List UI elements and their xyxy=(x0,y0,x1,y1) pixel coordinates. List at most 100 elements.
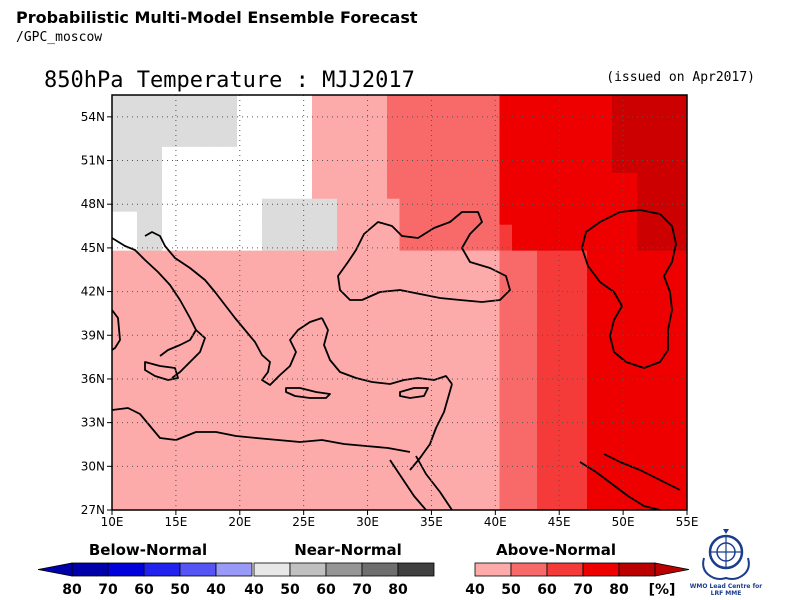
grid-cell xyxy=(162,289,176,304)
grid-cell xyxy=(149,432,163,446)
grid-cell xyxy=(237,133,251,148)
grid-cell xyxy=(487,172,501,187)
grid-cell xyxy=(387,95,401,109)
grid-cell xyxy=(474,419,488,433)
grid-cell xyxy=(562,445,576,459)
grid-cell xyxy=(337,328,351,343)
grid-cell xyxy=(124,471,138,485)
grid-cell xyxy=(562,341,576,355)
header-subtitle: /GPC_moscow xyxy=(16,30,103,45)
grid-cell xyxy=(412,211,426,226)
grid-cell xyxy=(374,224,388,239)
grid-cell xyxy=(324,263,338,278)
grid-cell xyxy=(412,263,426,278)
grid-cell xyxy=(262,146,276,161)
grid-cell xyxy=(312,198,326,213)
grid-cell xyxy=(487,354,501,368)
grid-cell xyxy=(437,185,451,200)
grid-cell xyxy=(549,471,563,485)
grid-cell xyxy=(149,159,163,174)
grid-cell xyxy=(249,211,263,226)
grid-cell xyxy=(624,471,638,485)
grid-cell xyxy=(387,328,401,343)
grid-cell xyxy=(549,497,563,510)
grid-cell xyxy=(474,172,488,187)
grid-cell xyxy=(137,95,151,109)
grid-cell xyxy=(462,432,476,446)
grid-cell xyxy=(662,432,676,446)
grid-cell xyxy=(524,289,538,304)
grid-cell xyxy=(212,302,226,317)
grid-cell xyxy=(337,198,351,213)
grid-cell xyxy=(637,95,651,109)
grid-cell xyxy=(549,458,563,472)
coastline-caspian xyxy=(581,209,677,369)
grid-cell xyxy=(362,211,376,226)
grid-cell xyxy=(499,315,513,330)
grid-cell xyxy=(337,185,351,200)
legend-below-swatch xyxy=(71,562,109,577)
grid-cell xyxy=(637,107,651,122)
grid-cell xyxy=(637,406,651,420)
grid-cell xyxy=(349,95,363,109)
grid-cell xyxy=(162,419,176,433)
grid-cell xyxy=(187,133,201,148)
grid-cell xyxy=(274,211,288,226)
grid-cell xyxy=(662,315,676,330)
legend-near-swatch xyxy=(361,562,399,577)
grid-cell xyxy=(462,471,476,485)
grid-cell xyxy=(199,198,213,213)
grid-cell xyxy=(399,198,413,213)
grid-cell xyxy=(399,419,413,433)
grid-cell xyxy=(662,302,676,317)
grid-cell xyxy=(374,237,388,252)
grid-cell xyxy=(199,95,213,109)
grid-cell xyxy=(362,315,376,330)
grid-cell xyxy=(312,250,326,265)
grid-cell xyxy=(162,237,176,252)
grid-cell xyxy=(499,107,513,122)
grid-cell xyxy=(137,328,151,343)
grid-cell xyxy=(349,419,363,433)
grid-cell xyxy=(287,146,301,161)
grid-cell xyxy=(674,133,687,148)
grid-cell xyxy=(362,432,376,446)
grid-cell xyxy=(612,497,626,510)
grid-cell xyxy=(524,185,538,200)
grid-cell xyxy=(149,497,163,510)
grid-cell xyxy=(399,497,413,510)
grid-cell xyxy=(112,289,126,304)
grid-cell xyxy=(562,185,576,200)
grid-cell xyxy=(374,185,388,200)
grid-cell xyxy=(462,146,476,161)
grid-cell xyxy=(199,172,213,187)
grid-cell xyxy=(449,458,463,472)
grid-cell xyxy=(287,237,301,252)
grid-cell xyxy=(112,328,126,343)
grid-cell xyxy=(237,497,251,510)
grid-cell xyxy=(299,107,313,122)
grid-cell xyxy=(574,432,588,446)
legend-below-swatch xyxy=(215,562,253,577)
grid-cell xyxy=(512,328,526,343)
grid-cell xyxy=(662,289,676,304)
grid-cell xyxy=(637,328,651,343)
grid-cell xyxy=(224,458,238,472)
grid-cell xyxy=(487,120,501,135)
grid-cell xyxy=(624,133,638,148)
grid-cell xyxy=(324,432,338,446)
grid-cell xyxy=(374,95,388,109)
grid-cell xyxy=(124,445,138,459)
grid-cell xyxy=(524,276,538,291)
grid-cell xyxy=(362,393,376,407)
grid-cell xyxy=(337,406,351,420)
grid-cell xyxy=(599,276,613,291)
grid-cell xyxy=(562,133,576,148)
grid-cell xyxy=(262,107,276,122)
grid-cell xyxy=(512,393,526,407)
grid-cell xyxy=(262,341,276,355)
grid-cell xyxy=(237,302,251,317)
grid-cell xyxy=(624,107,638,122)
grid-cell xyxy=(399,315,413,330)
coastline-black-sea xyxy=(337,211,511,303)
